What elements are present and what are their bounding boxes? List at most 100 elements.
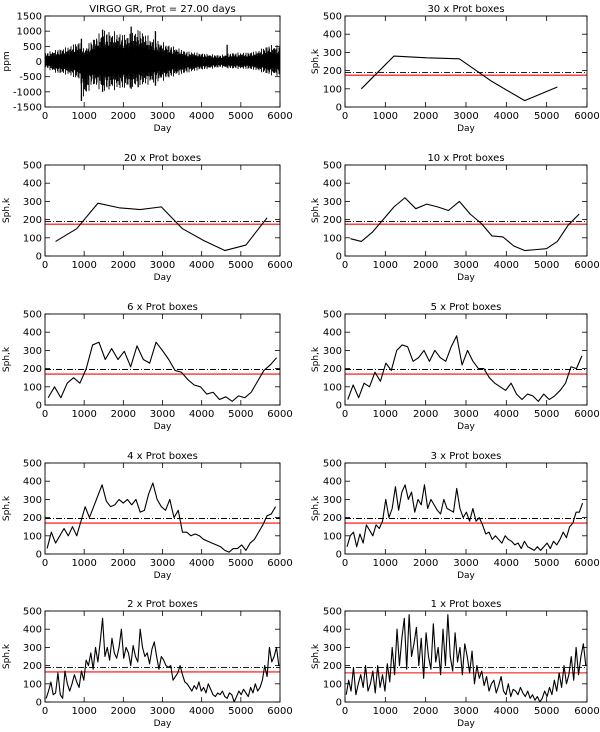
x-tick-label: 6000 — [574, 409, 599, 420]
x-tick-label: 0 — [42, 260, 48, 271]
x-tick-label: 5000 — [534, 260, 559, 271]
sph-series-line — [347, 335, 583, 402]
y-tick-label: 200 — [323, 364, 342, 375]
x-tick-label: 2000 — [413, 260, 438, 271]
chart-panel-5: 5 x Prot boxes 0 1000 2000 3000 4000 5000 6000 0… — [311, 302, 600, 432]
x-axis-label: Day — [457, 273, 475, 283]
y-tick-label: 100 — [23, 233, 42, 244]
y-tick-label: 500 — [23, 310, 42, 321]
x-tick-label: 6000 — [267, 111, 292, 122]
x-tick-label: 0 — [42, 409, 48, 420]
y-tick-label: 400 — [323, 179, 342, 190]
x-axis-label: Day — [457, 719, 475, 729]
plot-area — [45, 26, 280, 101]
y-tick-label: 0 — [336, 103, 342, 114]
light-curve-line — [45, 30, 280, 97]
x-tick-label: 1000 — [71, 409, 96, 420]
x-tick-label: 1000 — [373, 558, 398, 569]
y-tick-label: 500 — [23, 607, 42, 618]
y-tick-label: 300 — [323, 48, 342, 59]
chart-panel-4: 6 x Prot boxes 0 1000 2000 3000 4000 5000 6000 0… — [2, 302, 293, 432]
y-tick-label: 100 — [23, 679, 42, 690]
plot-frame — [344, 313, 588, 406]
chart-title: 1 x Prot boxes — [431, 599, 502, 610]
chart-title: 6 x Prot boxes — [127, 302, 198, 313]
x-tick-label: 4000 — [494, 409, 519, 420]
y-tick-label: 300 — [23, 643, 42, 654]
x-tick-label: 0 — [42, 558, 48, 569]
y-tick-label: 0 — [36, 57, 42, 68]
x-tick-label: 3000 — [150, 558, 175, 569]
y-tick-label: 1500 — [17, 12, 42, 23]
chart-title: 10 x Prot boxes — [427, 153, 504, 164]
y-tick-label: 500 — [23, 161, 42, 172]
x-tick-label: 3000 — [453, 111, 478, 122]
sph-series-line — [45, 617, 280, 702]
x-axis-label: Day — [457, 124, 475, 134]
y-tick-label: 400 — [323, 625, 342, 636]
x-tick-label: 4000 — [189, 409, 214, 420]
x-tick-label: 4000 — [189, 706, 214, 717]
plot-area — [45, 617, 280, 702]
plot-frame — [44, 164, 281, 257]
y-tick-label: 0 — [336, 252, 342, 263]
plot-area — [345, 484, 587, 551]
y-axis-label: ppm — [2, 51, 12, 71]
y-tick-label: 300 — [23, 495, 42, 506]
y-axis-label: Sph,k — [2, 495, 12, 521]
plot-frame — [344, 610, 588, 703]
y-tick-label: 1000 — [17, 27, 42, 38]
x-tick-label: 5000 — [228, 409, 253, 420]
y-tick-label: 200 — [323, 66, 342, 77]
y-tick-label: 100 — [323, 233, 342, 244]
x-tick-label: 1000 — [373, 111, 398, 122]
plot-frame — [344, 15, 588, 108]
x-tick-label: 5000 — [228, 706, 253, 717]
y-tick-label: 500 — [323, 161, 342, 172]
plot-area — [45, 341, 280, 402]
y-tick-label: 100 — [323, 531, 342, 542]
x-tick-label: 2000 — [413, 558, 438, 569]
y-tick-label: 0 — [36, 550, 42, 561]
plot-area — [45, 482, 280, 553]
plot-frame — [344, 462, 588, 555]
sph-series-line — [345, 614, 587, 702]
x-tick-label: 3000 — [453, 558, 478, 569]
y-tick-label: 0 — [336, 550, 342, 561]
y-tick-label: 300 — [323, 346, 342, 357]
x-tick-label: 5000 — [534, 409, 559, 420]
x-tick-label: 0 — [342, 706, 348, 717]
x-tick-label: 1000 — [71, 558, 96, 569]
x-tick-label: 3000 — [453, 706, 478, 717]
y-tick-label: -1000 — [13, 87, 42, 98]
y-tick-label: 300 — [23, 197, 42, 208]
x-axis-label: Day — [154, 273, 172, 283]
y-axis-label: Sph,k — [311, 643, 321, 669]
y-tick-label: 0 — [36, 698, 42, 709]
x-tick-label: 4000 — [189, 558, 214, 569]
x-tick-label: 6000 — [267, 706, 292, 717]
x-tick-label: 6000 — [267, 260, 292, 271]
y-tick-label: 100 — [323, 84, 342, 95]
x-tick-label: 2000 — [111, 558, 136, 569]
sph-series-line — [350, 197, 580, 252]
y-tick-label: 500 — [323, 310, 342, 321]
y-tick-label: 300 — [323, 495, 342, 506]
x-tick-label: 2000 — [111, 111, 136, 122]
x-tick-label: 2000 — [413, 706, 438, 717]
x-tick-label: 5000 — [228, 260, 253, 271]
x-tick-label: 6000 — [574, 111, 599, 122]
y-tick-label: 100 — [323, 679, 342, 690]
y-tick-label: 0 — [336, 401, 342, 412]
y-axis-label: Sph,k — [311, 197, 321, 223]
plot-frame — [44, 15, 281, 108]
sph-series-line — [360, 55, 558, 102]
y-tick-label: 400 — [23, 625, 42, 636]
chart-panel-6: 4 x Prot boxes 0 1000 2000 3000 4000 5000 6000 0… — [2, 451, 293, 581]
y-axis-label: Sph,k — [311, 346, 321, 372]
x-axis-label: Day — [154, 719, 172, 729]
y-axis-label: Sph,k — [2, 346, 12, 372]
plot-area — [345, 55, 587, 102]
y-tick-label: 200 — [323, 215, 342, 226]
